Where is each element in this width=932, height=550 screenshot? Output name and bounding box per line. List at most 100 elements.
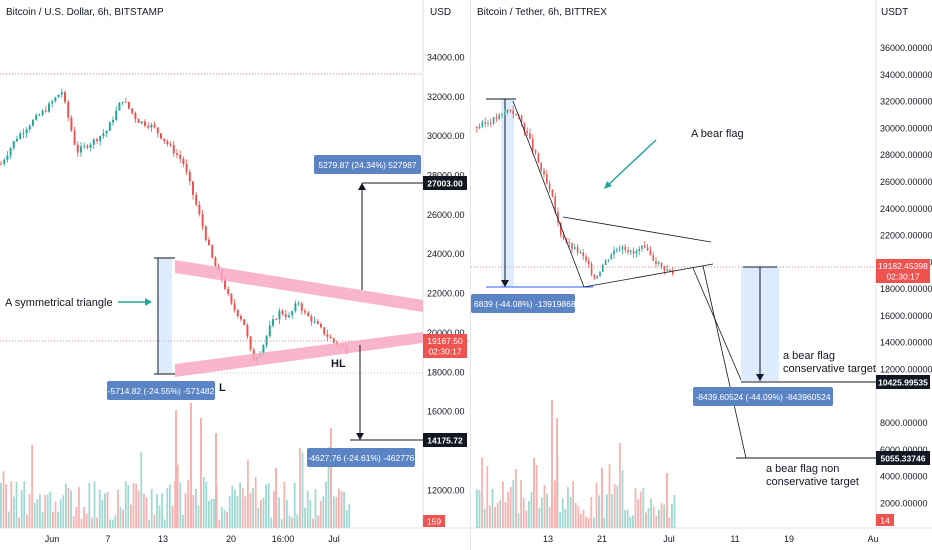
svg-text:5055.33746: 5055.33746	[881, 454, 926, 464]
volume-bar	[44, 495, 46, 528]
volume-bar	[286, 500, 288, 528]
volume-bar	[122, 509, 124, 528]
chart-panel-btcusd[interactable]: Bitcoin / U.S. Dollar, 6h, BITSTAMP USD	[0, 0, 470, 550]
volume-bar	[496, 502, 499, 528]
volume-bar	[117, 490, 119, 528]
volume-bar	[7, 511, 10, 528]
chart-canvas[interactable]: A symmetrical triangle HL L 5279.87 (24.…	[0, 0, 470, 550]
candle-body	[604, 260, 607, 265]
volume-bar	[546, 493, 548, 528]
candle-body	[150, 124, 153, 128]
candle-body	[672, 271, 674, 274]
y-tick-label: 26000.00	[427, 210, 465, 220]
candle-body	[281, 310, 284, 315]
currency-label: USD	[430, 7, 452, 18]
candle-body	[38, 114, 41, 116]
candle-body	[481, 122, 484, 127]
x-tick-label: Jul	[663, 534, 675, 544]
volume-bar	[275, 468, 277, 528]
volume-bar	[652, 506, 655, 528]
volume-bar	[564, 508, 567, 528]
candle-body	[57, 94, 60, 98]
volume-bar	[41, 511, 44, 528]
candle-body	[12, 141, 15, 149]
y-tick-label: 30000.00	[427, 131, 465, 141]
candle-body	[655, 260, 657, 264]
candle-body	[326, 334, 329, 337]
volume-bar	[176, 464, 179, 528]
candle-body	[83, 145, 86, 147]
volume-bar	[244, 496, 247, 528]
candle-body	[537, 152, 540, 163]
candle-body	[179, 154, 182, 159]
chart-canvas[interactable]: A bear flag a bear flag conservative tar…	[471, 0, 932, 550]
volume-bar	[200, 418, 202, 528]
candle-body	[490, 123, 492, 125]
volume-bar	[601, 468, 603, 528]
volume-bar	[46, 494, 49, 528]
volume-bar	[658, 509, 660, 528]
target-nonconservative-tag	[876, 451, 930, 465]
svg-text:02:30:17: 02:30:17	[428, 347, 461, 357]
candle-body	[638, 248, 640, 251]
candle-body	[121, 101, 124, 103]
x-tick-label: 21	[597, 534, 607, 544]
volume-bar	[137, 490, 140, 528]
candle-body	[649, 250, 652, 256]
hl-label: HL	[331, 358, 346, 370]
volume-bar	[190, 403, 192, 528]
volume-bar	[234, 489, 236, 528]
volume-bar	[36, 499, 39, 528]
low-label: L	[219, 382, 226, 394]
candle-body	[60, 92, 63, 95]
y-tick-label: 36000.00000	[880, 43, 932, 53]
volume-bar	[2, 471, 5, 528]
candle-body	[300, 303, 303, 311]
candle-body	[16, 138, 18, 142]
candle-body	[230, 294, 233, 304]
volume-bar	[91, 517, 93, 528]
y-tick-label: 34000.00000	[880, 70, 932, 80]
candle-body	[35, 115, 38, 120]
y-tick-label: 2000.00000	[880, 498, 928, 508]
volume-bar	[127, 485, 130, 528]
volume-bar	[5, 484, 7, 528]
candle-body	[214, 257, 217, 267]
candle-body	[313, 321, 316, 323]
volume-bar	[166, 488, 169, 528]
volume-bar	[582, 509, 585, 528]
candle-body	[211, 245, 214, 258]
measured-move-area	[501, 99, 514, 287]
volume-bar	[213, 499, 215, 528]
volume-bar	[543, 484, 546, 528]
volume-bar	[301, 452, 304, 528]
volume-bar	[528, 500, 530, 528]
volume-bar	[192, 494, 195, 528]
y-tick-label: 34000.00	[427, 53, 465, 63]
flag-arrow	[606, 139, 657, 187]
y-tick-label: 16000.00	[427, 407, 465, 417]
volume-bar	[210, 498, 213, 528]
volume-bar	[265, 484, 267, 528]
volume-bar	[666, 473, 668, 528]
measure-box-left	[471, 294, 575, 313]
volume-bar	[309, 500, 312, 528]
candle-body	[658, 262, 660, 264]
volume-bar	[515, 468, 517, 528]
volume-bar	[114, 515, 117, 528]
candle-body	[3, 159, 6, 164]
volume-bar	[231, 485, 234, 528]
chart-panel-btcusdt[interactable]: Bitcoin / Tether, 6h, BITTREX USDT A bea…	[470, 0, 932, 550]
volume-bar	[26, 514, 28, 528]
candle-body	[105, 130, 108, 134]
svg-text:5279.87 (24.34%) 527987: 5279.87 (24.34%) 527987	[318, 160, 417, 170]
volume-bar	[163, 519, 166, 528]
volume-bar	[327, 446, 330, 528]
candlestick-series	[0, 88, 348, 365]
candle-body	[540, 162, 542, 171]
candle-body	[268, 325, 271, 337]
candle-body	[621, 246, 624, 250]
last-price-tag	[423, 334, 467, 358]
volume-bar	[13, 496, 15, 528]
candle-body	[304, 310, 306, 313]
